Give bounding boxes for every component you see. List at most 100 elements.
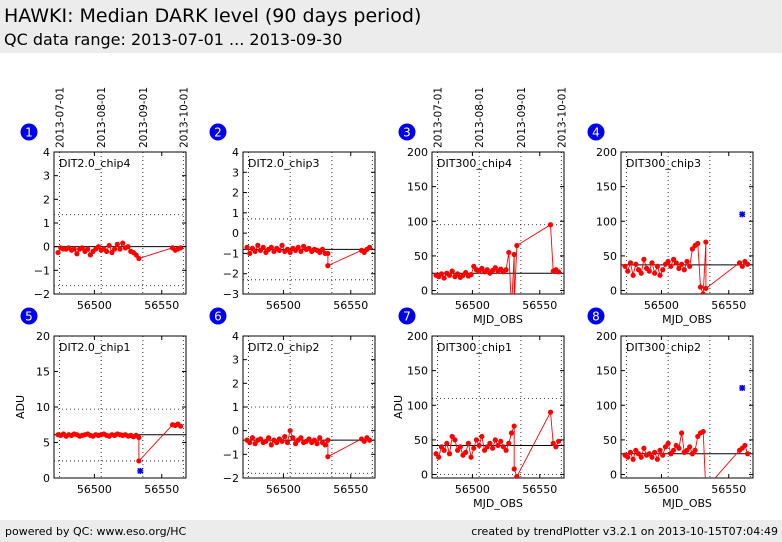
panel-badge bbox=[398, 123, 416, 141]
series-line bbox=[435, 410, 560, 478]
y-tick-label: 1 bbox=[232, 401, 239, 414]
plot-frame bbox=[53, 335, 187, 479]
chart-panel-1: −2 −1 0 1 2 3 4 56500 56550 DIT2.0_chip4 1 2013-07-… bbox=[20, 87, 190, 312]
data-points bbox=[55, 421, 184, 464]
plot-frame bbox=[620, 151, 754, 295]
panel-badge bbox=[398, 307, 416, 325]
x-tick-label: 56550 bbox=[711, 299, 746, 312]
panel-badge bbox=[587, 307, 605, 325]
panel-badge bbox=[209, 307, 227, 325]
x-axis-label: MJD_OBS bbox=[662, 313, 712, 326]
y-tick-label: −1 bbox=[223, 247, 239, 260]
y-tick-label: 1 bbox=[43, 217, 50, 230]
plot-frame bbox=[620, 335, 754, 479]
panel-label: DIT300_chip3 bbox=[626, 157, 701, 170]
series-line bbox=[246, 244, 370, 267]
flag-stroke bbox=[739, 211, 746, 218]
data-points bbox=[55, 240, 184, 262]
panel-label: DIT2.0_chip3 bbox=[248, 157, 319, 170]
plot-frame bbox=[53, 151, 187, 295]
footer-created-by: created by trendPlotter v3.2.1 on 2013-1… bbox=[471, 525, 778, 538]
date-tick-label: 2013-10-01 bbox=[178, 87, 190, 148]
panel-badge bbox=[20, 307, 38, 325]
y-tick-label: 200 bbox=[407, 146, 428, 159]
panel-badge-number: 3 bbox=[403, 126, 411, 140]
series-line bbox=[435, 223, 559, 294]
y-tick-label: 150 bbox=[596, 181, 617, 194]
y-tick-label: −1 bbox=[223, 448, 239, 461]
x-tick-label: 56550 bbox=[333, 299, 368, 312]
page-subtitle: QC data range: 2013-07-01 ... 2013-09-30 bbox=[4, 30, 343, 49]
y-tick-label: 4 bbox=[232, 146, 239, 159]
chart-panel-7: 0 50 100 150 200 56500 56550 DIT300_chip1 7 MJD_O… bbox=[392, 307, 565, 510]
series-line bbox=[624, 241, 748, 294]
date-tick-label: 2013-09-01 bbox=[138, 87, 150, 148]
panel-badge bbox=[587, 123, 605, 141]
date-tick-label: 2013-08-01 bbox=[96, 87, 108, 148]
plot-frame bbox=[431, 335, 565, 479]
y-tick-label: 150 bbox=[596, 365, 617, 378]
series-line bbox=[624, 430, 749, 478]
x-axis-label: MJD_OBS bbox=[473, 313, 523, 326]
y-axis-label: ADU bbox=[392, 395, 405, 419]
y-tick-label: 0 bbox=[421, 469, 428, 482]
x-tick-label: 56550 bbox=[522, 299, 557, 312]
panel-badge-number: 5 bbox=[25, 310, 33, 324]
data-point bbox=[556, 438, 562, 444]
x-tick-label: 56500 bbox=[77, 299, 112, 312]
y-tick-label: 150 bbox=[407, 181, 428, 194]
y-tick-label: 10 bbox=[36, 401, 50, 414]
data-points bbox=[244, 242, 373, 269]
x-axis-label: MJD_OBS bbox=[662, 497, 712, 510]
y-tick-label: 2 bbox=[232, 187, 239, 200]
panel-badge bbox=[209, 123, 227, 141]
x-tick-label: 56550 bbox=[144, 483, 179, 496]
y-tick-label: 100 bbox=[596, 399, 617, 412]
y-tick-label: 4 bbox=[232, 330, 239, 343]
panel-label: DIT2.0_chip1 bbox=[59, 341, 130, 354]
date-tick-label: 2013-07-01 bbox=[54, 87, 66, 148]
y-tick-label: 5 bbox=[43, 437, 50, 450]
y-tick-label: 100 bbox=[407, 399, 428, 412]
y-tick-label: 100 bbox=[596, 215, 617, 228]
y-tick-label: 50 bbox=[603, 250, 617, 263]
y-tick-label: −2 bbox=[34, 288, 50, 301]
y-tick-label: 0 bbox=[610, 285, 617, 298]
data-points bbox=[622, 428, 751, 494]
y-tick-label: 200 bbox=[596, 330, 617, 343]
series-line bbox=[57, 242, 181, 260]
y-tick-label: 200 bbox=[407, 330, 428, 343]
data-point bbox=[703, 489, 708, 494]
data-points bbox=[433, 409, 562, 478]
y-tick-label: 0 bbox=[421, 285, 428, 298]
x-tick-label: 56500 bbox=[455, 299, 490, 312]
page-title: HAWKI: Median DARK level (90 days period… bbox=[4, 5, 422, 27]
y-tick-label: 200 bbox=[596, 146, 617, 159]
data-points bbox=[622, 239, 751, 294]
y-tick-label: 2 bbox=[43, 193, 50, 206]
date-tick-label: 2013-10-01 bbox=[556, 87, 568, 148]
y-tick-label: 1 bbox=[232, 207, 239, 220]
y-tick-label: 2 bbox=[232, 377, 239, 390]
panel-badge-number: 6 bbox=[214, 310, 222, 324]
chart-panel-2: −3 −2 −1 0 1 2 3 4 56500 56550 DIT2.0_chip3 2 bbox=[209, 123, 376, 312]
report-footer: powered by QC: www.eso.org/HC created by… bbox=[0, 520, 782, 542]
panel-label: DIT2.0_chip2 bbox=[248, 341, 319, 354]
x-tick-label: 56500 bbox=[77, 483, 112, 496]
x-tick-label: 56500 bbox=[266, 483, 301, 496]
y-tick-label: 0 bbox=[43, 241, 50, 254]
y-tick-label: −2 bbox=[223, 268, 239, 281]
data-point bbox=[512, 300, 517, 305]
x-tick-label: 56500 bbox=[644, 299, 679, 312]
flagged-point bbox=[739, 384, 746, 391]
panel-badge-number: 8 bbox=[592, 310, 600, 324]
x-axis-label: MJD_OBS bbox=[473, 497, 523, 510]
y-tick-label: 50 bbox=[414, 250, 428, 263]
chart-panel-3: 0 50 100 150 200 56500 56550 DIT300_chip4 3 MJD_O… bbox=[398, 87, 568, 326]
panel-badge-number: 7 bbox=[403, 310, 411, 324]
date-tick-label: 2013-07-01 bbox=[432, 87, 444, 148]
x-tick-label: 56550 bbox=[711, 483, 746, 496]
chart-panel-6: −2 −1 0 1 2 3 4 56500 56550 DIT2.0_chip2 6 bbox=[209, 307, 376, 496]
data-points bbox=[433, 222, 562, 305]
